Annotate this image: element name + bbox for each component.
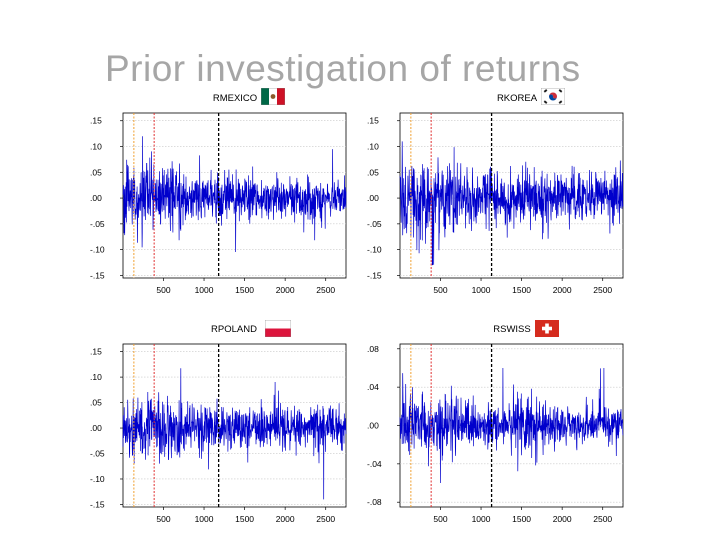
y-tick-label: .05	[367, 167, 379, 177]
y-tick-label: .10	[90, 372, 102, 382]
y-tick-label: .00	[367, 193, 379, 203]
korea-flag-icon	[541, 88, 565, 105]
slide-title: Prior investigation of returns	[105, 48, 581, 89]
y-tick-label: -.05	[90, 449, 105, 459]
y-tick-label: .10	[90, 142, 102, 152]
x-tick-label: 2500	[593, 514, 612, 524]
y-tick-label: -.08	[367, 497, 382, 507]
y-tick-label: -.10	[90, 245, 105, 255]
x-tick-label: 500	[156, 514, 170, 524]
series-line	[399, 367, 624, 484]
x-tick-label: 1000	[195, 514, 214, 524]
chart-title: RKOREA	[497, 93, 538, 104]
y-tick-label: .15	[90, 347, 102, 357]
y-tick-label: .15	[367, 116, 379, 126]
x-tick-label: 2500	[316, 514, 335, 524]
x-tick-label: 1000	[472, 514, 491, 524]
y-tick-label: .10	[367, 142, 379, 152]
mexico-flag-icon	[261, 88, 285, 105]
y-tick-label: -.05	[367, 219, 382, 229]
y-tick-label: -.15	[90, 270, 105, 280]
y-tick-label: -.15	[90, 499, 105, 509]
y-tick-label: -.04	[367, 459, 382, 469]
plot-frame	[399, 343, 624, 508]
plot-frame	[399, 112, 624, 279]
x-tick-label: 2500	[316, 285, 335, 295]
x-tick-label: 500	[433, 285, 447, 295]
poland-flag-icon	[265, 320, 291, 337]
chart-rpoland: RPOLAND .15 .10 .05 .00 -.05 -.10 -.15 500 1000 15…	[90, 324, 347, 524]
x-tick-label: 500	[433, 514, 447, 524]
y-tick-label: .05	[90, 167, 102, 177]
x-tick-label: 2000	[553, 514, 572, 524]
y-tick-label: -.10	[367, 245, 382, 255]
x-tick-label: 2500	[593, 285, 612, 295]
y-tick-label: .00	[367, 421, 379, 431]
series-line	[122, 136, 347, 253]
y-tick-label: -.05	[90, 219, 105, 229]
y-tick-label: -.15	[367, 270, 382, 280]
chart-title: RPOLAND	[211, 324, 257, 335]
x-tick-label: 1500	[235, 285, 254, 295]
x-tick-label: 2000	[276, 285, 295, 295]
x-tick-label: 500	[156, 285, 170, 295]
x-tick-label: 1500	[512, 514, 531, 524]
y-tick-label: .05	[90, 398, 102, 408]
x-tick-label: 1500	[512, 285, 531, 295]
y-tick-label: .00	[90, 193, 102, 203]
plot-frame	[122, 343, 347, 508]
plot-frame	[122, 112, 347, 279]
y-tick-label: .04	[367, 382, 379, 392]
y-tick-label: -.10	[90, 474, 105, 484]
chart-title: RMEXICO	[213, 93, 257, 104]
chart-rswiss: RSWISS .08 .04 .00 -.04 -.08 500 1000 1500 2000 25…	[367, 324, 624, 524]
series-line	[399, 141, 624, 266]
x-tick-label: 1000	[195, 285, 214, 295]
y-tick-label: .15	[90, 116, 102, 126]
series-line	[122, 368, 347, 500]
x-tick-label: 1000	[472, 285, 491, 295]
x-tick-label: 2000	[276, 514, 295, 524]
y-tick-label: .08	[367, 344, 379, 354]
chart-rkorea: RKOREA .15 .10 .05 .00 -.05 -.10 -.15 500 1000 150…	[367, 93, 624, 295]
switzerland-flag-icon	[535, 320, 559, 337]
x-tick-label: 1500	[235, 514, 254, 524]
x-tick-label: 2000	[553, 285, 572, 295]
chart-rmexico: RMEXICO .15 .10 .05 .00 -.05 -.10 -.15 500 1000 15…	[90, 93, 347, 295]
y-tick-label: .00	[90, 423, 102, 433]
chart-title: RSWISS	[493, 324, 530, 335]
